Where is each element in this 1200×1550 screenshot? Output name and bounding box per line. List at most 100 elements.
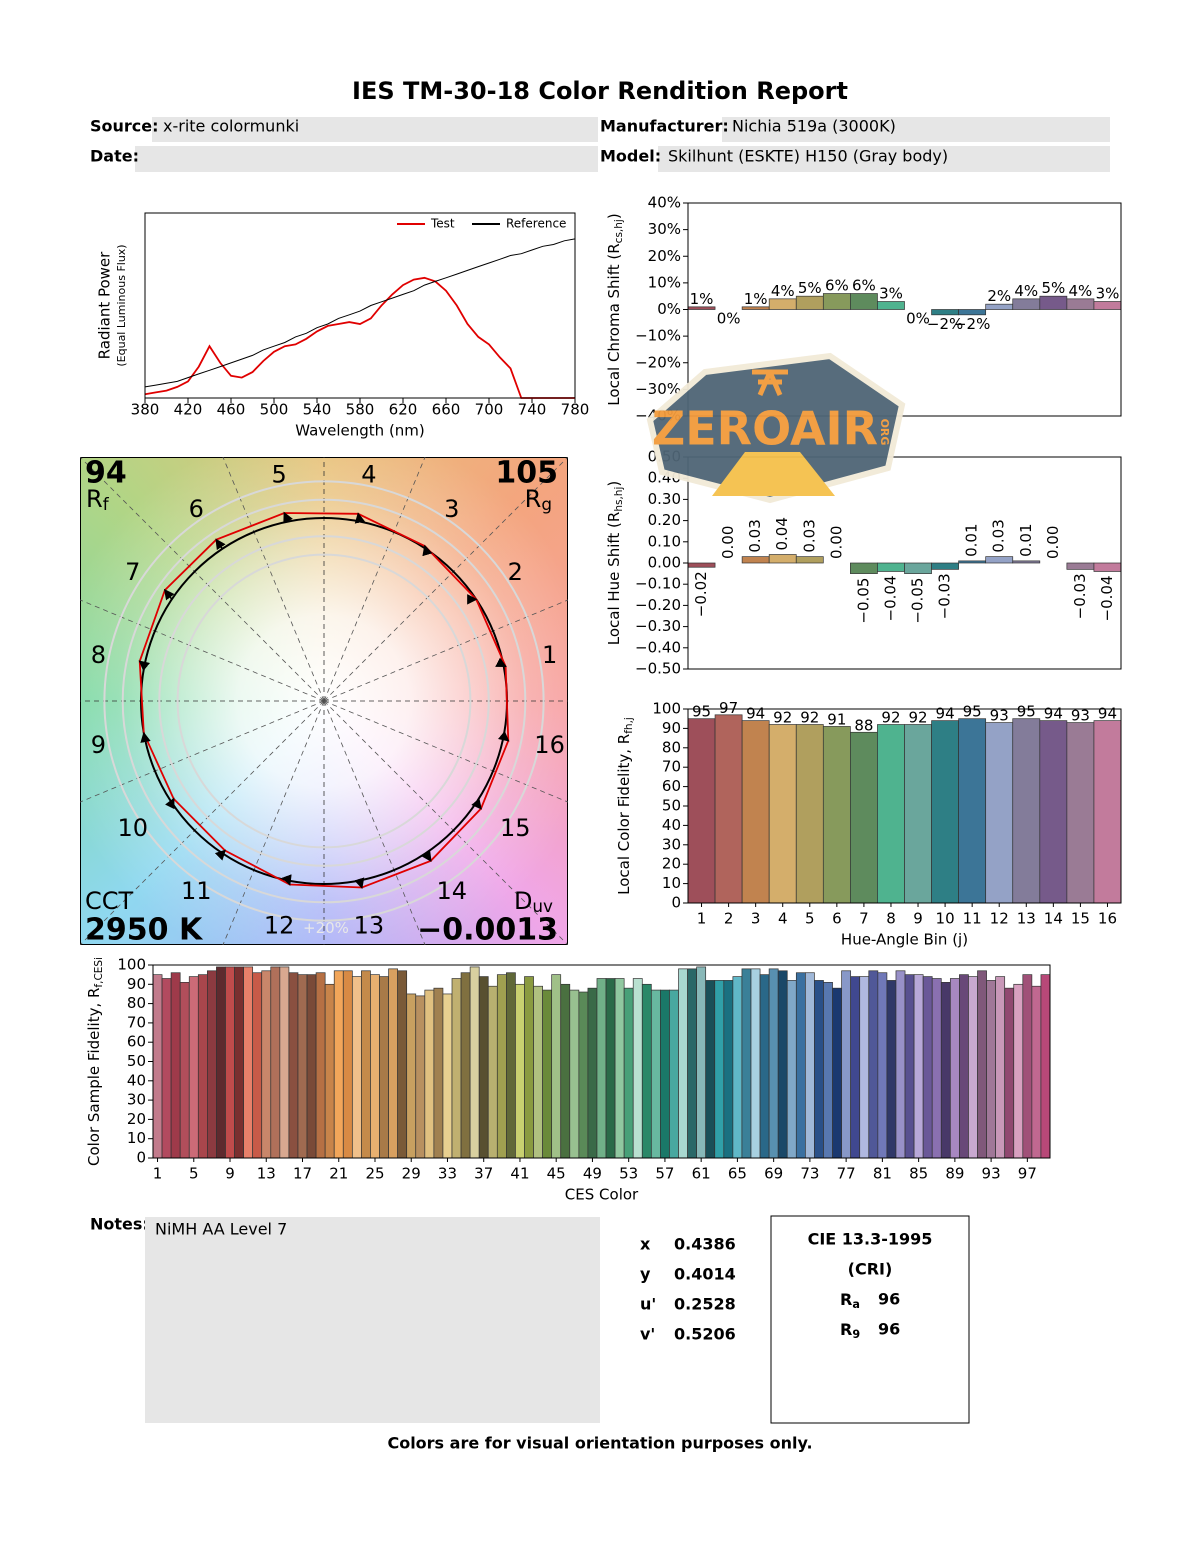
y-tick-label: 50 — [127, 1052, 146, 1070]
bar — [460, 972, 471, 1159]
bar — [1012, 560, 1041, 564]
hue-bin-label: 2 — [508, 558, 523, 586]
y-tick-label: −0.40 — [635, 638, 681, 656]
bar — [832, 987, 842, 1159]
bar — [424, 989, 435, 1159]
bar — [877, 972, 888, 1159]
bar — [1066, 298, 1095, 310]
radial-line — [323, 457, 426, 702]
legend-label: Test — [430, 217, 455, 231]
bar — [877, 562, 905, 572]
value-label: 3% — [1096, 285, 1120, 303]
x-tick-label: 14 — [1044, 910, 1063, 928]
y-tick-label: 70 — [662, 758, 681, 776]
ring — [158, 535, 490, 867]
bar — [252, 972, 263, 1159]
bar — [768, 968, 779, 1159]
bar — [560, 983, 571, 1159]
bar — [487, 985, 498, 1159]
chromaticity-label: y — [640, 1265, 651, 1284]
y-axis-label-part: Local Color Fidelity, R — [615, 734, 633, 895]
value-label: 94 — [1044, 705, 1063, 723]
value-label: 92 — [881, 709, 900, 727]
chromaticity-value: 0.5206 — [674, 1325, 736, 1344]
radial-line — [80, 599, 325, 702]
ring — [121, 498, 527, 904]
value-label: 93 — [990, 707, 1009, 725]
bar — [650, 989, 661, 1159]
bar — [324, 983, 335, 1159]
y-axis-label: Radiant Power — [96, 251, 114, 360]
x-tick-label: 17 — [293, 1165, 312, 1183]
bar — [1012, 718, 1041, 904]
y-tick-label: 40 — [127, 1071, 146, 1089]
bar — [795, 724, 824, 904]
chromaticity-list: x 0.4386 y 0.4014 u' 0.2528 v' 0.5206 — [640, 1235, 736, 1344]
bar — [1031, 985, 1042, 1159]
bar — [822, 293, 851, 310]
value-label: 0.00 — [719, 526, 737, 559]
bar — [958, 718, 987, 904]
bar — [388, 968, 398, 1159]
x-tick-label: 1 — [697, 910, 707, 928]
y-tick-label: 0 — [136, 1149, 146, 1167]
rg-value: 105 — [495, 456, 558, 491]
bar — [822, 726, 851, 904]
bar — [587, 987, 598, 1159]
bar — [451, 978, 462, 1159]
x-tick-label: 500 — [260, 401, 289, 419]
y-axis-label-part: Color Sample Fidelity, R — [85, 988, 103, 1166]
x-axis-label: CES Color — [565, 1186, 639, 1204]
value-label: 94 — [1098, 705, 1117, 723]
bar — [958, 309, 987, 316]
watermark-badge — [646, 352, 906, 504]
value-label: 2% — [987, 287, 1011, 305]
bar — [297, 974, 308, 1159]
bar — [197, 974, 208, 1159]
x-tick-label: 29 — [402, 1165, 421, 1183]
y-tick-label: −0.10 — [635, 575, 681, 593]
bar — [279, 966, 290, 1159]
field-box — [152, 117, 598, 142]
bar — [379, 976, 389, 1159]
hue-bin-label: 10 — [117, 814, 148, 842]
y-tick-label: 40% — [648, 194, 681, 212]
value-label: −0.04 — [881, 575, 899, 621]
hue-bin-label: 6 — [189, 495, 204, 523]
y-tick-label: 80 — [127, 994, 146, 1012]
value-label: −0.05 — [909, 578, 927, 624]
cri-index-label-part: R — [840, 1290, 852, 1309]
x-tick-label: 460 — [217, 401, 246, 419]
value-label: 0% — [906, 310, 930, 328]
y-axis-note: (Equal Luminous Flux) — [115, 244, 128, 366]
y-axis-label-part: cs,hj — [613, 219, 625, 243]
cri-index-label: R9 — [840, 1320, 860, 1342]
cri-index-label-part: a — [852, 1298, 860, 1311]
cri-title: CIE 13.3-1995 — [808, 1230, 933, 1249]
y-tick-label: 90 — [127, 975, 146, 993]
value-label: 4% — [1014, 282, 1038, 300]
hue-bin-label: 13 — [354, 912, 385, 940]
x-tick-label: 6 — [832, 910, 842, 928]
bar — [750, 968, 761, 1159]
bar — [261, 970, 272, 1159]
field-label: Manufacturer: — [600, 117, 729, 136]
shift-arrow — [214, 849, 227, 861]
plot-frame — [144, 212, 576, 399]
hue-bin-label: 11 — [181, 877, 212, 905]
x-tick-label: 21 — [329, 1165, 348, 1183]
bar — [814, 980, 824, 1159]
watermark: ZEROAIR ORG — [646, 352, 906, 504]
bar — [515, 983, 525, 1159]
bar — [768, 724, 797, 904]
hue-bin-label: 7 — [125, 558, 140, 586]
bar — [614, 978, 625, 1159]
y-tick-label: −0.50 — [635, 660, 681, 678]
bar — [361, 970, 371, 1159]
x-tick-label: 3 — [751, 910, 761, 928]
value-label: −0.02 — [692, 571, 710, 617]
plot-frame — [687, 456, 1122, 670]
field-label: Source: — [90, 117, 159, 136]
bar — [985, 556, 1014, 564]
x-tick-label: 540 — [303, 401, 332, 419]
